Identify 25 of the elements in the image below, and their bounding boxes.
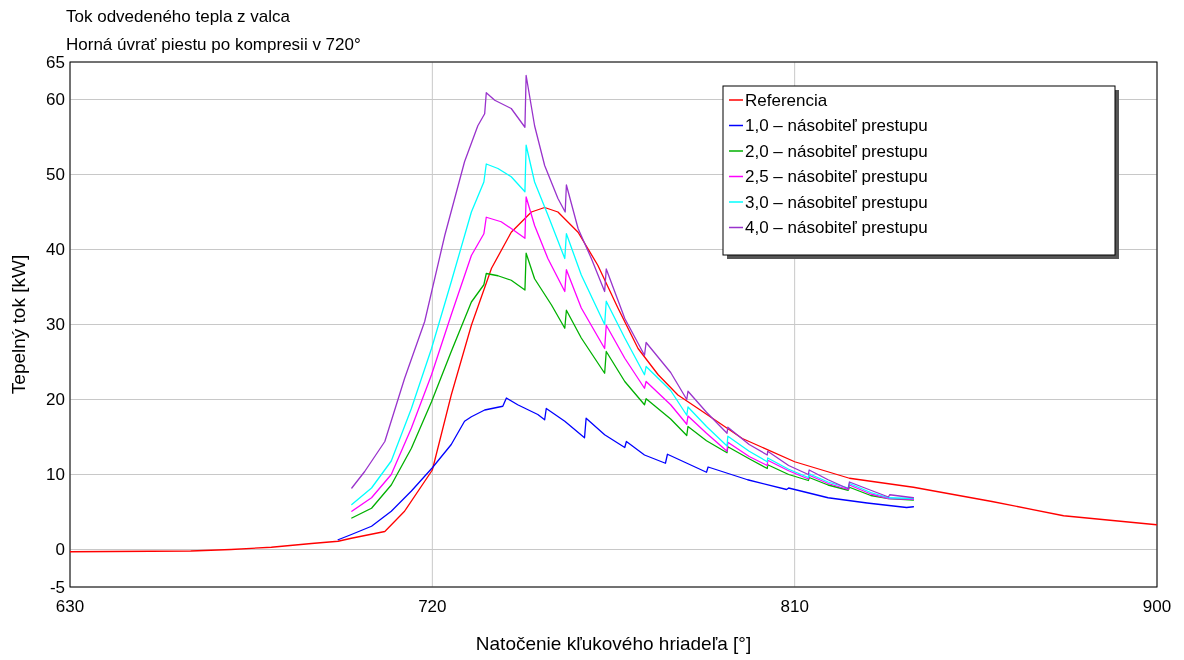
legend-label: Referencia xyxy=(745,90,828,110)
line-series xyxy=(351,252,915,519)
x-tick-label: 720 xyxy=(418,597,447,616)
chart-title: Tok odvedeného tepla z valca xyxy=(66,7,291,26)
x-tick-label: 630 xyxy=(55,597,85,616)
y-tick-label: -5 xyxy=(49,577,65,597)
y-tick-label: 50 xyxy=(46,165,65,185)
chart-subtitle: Horná úvrať piestu po kompresii v 720° xyxy=(66,35,361,54)
y-tick-label: 60 xyxy=(46,90,65,110)
legend-label: 2,0 – násobiteľ prestupu xyxy=(745,141,928,161)
legend-label: 4,0 – násobiteľ prestupu xyxy=(745,218,928,238)
x-axis-title: Natočenie kľukového hriadeľa [°] xyxy=(475,633,752,654)
x-tick-label: 810 xyxy=(780,597,809,616)
y-axis-title: Tepelný tok [kW] xyxy=(8,254,29,395)
x-tick-label: 900 xyxy=(1142,597,1172,616)
y-tick-label: 0 xyxy=(55,540,65,560)
y-tick-label: 40 xyxy=(46,240,65,260)
legend-label: 1,0 – násobiteľ prestupu xyxy=(745,116,928,136)
y-tick-label: 20 xyxy=(46,390,65,410)
y-tick-label: 10 xyxy=(46,465,65,485)
legend-label: 3,0 – násobiteľ prestupu xyxy=(745,192,928,212)
y-tick-label: 65 xyxy=(46,52,65,72)
y-tick-label: 30 xyxy=(46,315,65,335)
line-series xyxy=(337,397,915,541)
legend-label: 2,5 – násobiteľ prestupu xyxy=(745,167,928,187)
